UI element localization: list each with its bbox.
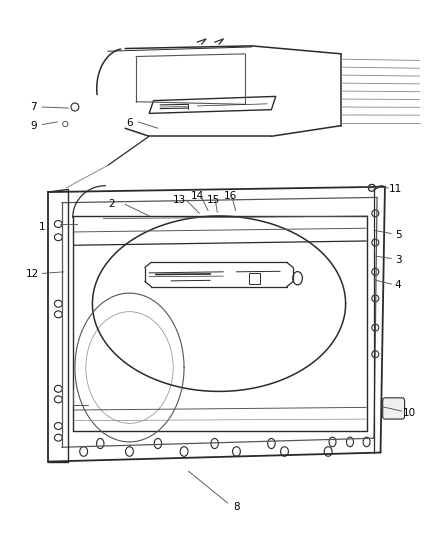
Text: 11: 11 — [389, 184, 403, 195]
Text: 10: 10 — [403, 408, 416, 418]
Bar — [249, 273, 260, 284]
Text: 4: 4 — [395, 280, 401, 290]
Text: 16: 16 — [224, 191, 237, 201]
Text: 13: 13 — [173, 195, 186, 205]
Text: 15: 15 — [207, 195, 220, 205]
Text: 9: 9 — [30, 120, 37, 131]
Text: 6: 6 — [126, 118, 133, 128]
Text: 8: 8 — [233, 502, 240, 512]
Text: 3: 3 — [395, 255, 401, 264]
Text: 12: 12 — [26, 270, 39, 279]
FancyBboxPatch shape — [383, 398, 405, 419]
Text: 14: 14 — [191, 191, 204, 201]
Text: 7: 7 — [30, 102, 37, 112]
Text: 1: 1 — [39, 222, 46, 232]
Text: 5: 5 — [395, 230, 401, 240]
Text: 2: 2 — [109, 199, 115, 209]
